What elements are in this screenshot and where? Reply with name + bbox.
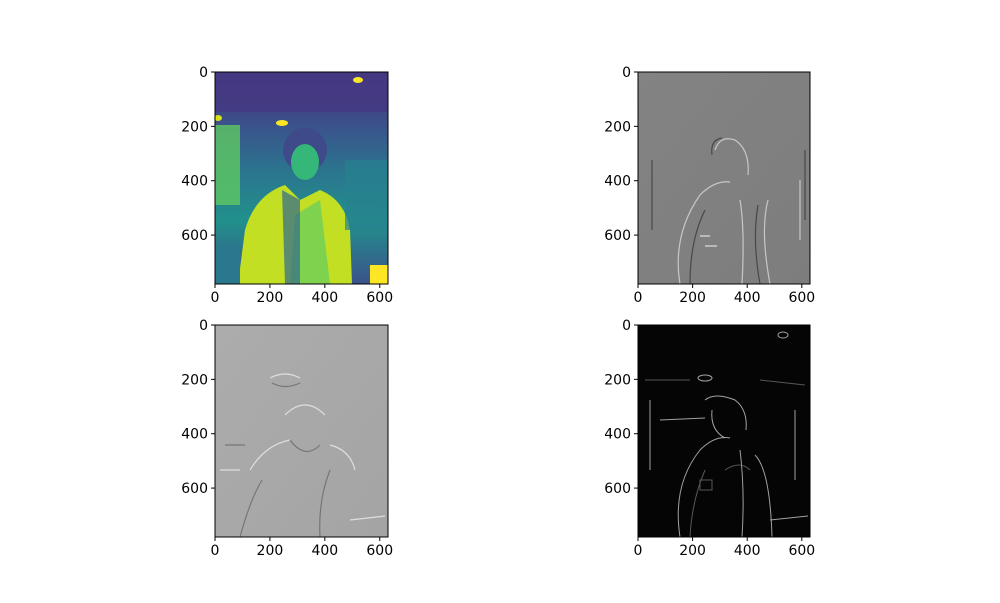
axes-bottom-right: 0 200 400 600 0 200 400 600 (604, 318, 815, 559)
panel-bottom-left (215, 325, 388, 538)
y-tick-label: 400 (604, 174, 631, 190)
gray-gradient-x-image (638, 72, 810, 285)
y-tick-label: 200 (604, 119, 631, 135)
y-tick-label: 400 (181, 427, 208, 443)
x-tick-label: 200 (257, 543, 284, 559)
y-tick-label: 200 (181, 372, 208, 388)
x-tick-label: 0 (634, 543, 643, 559)
x-tick-label: 600 (788, 290, 815, 306)
x-tick-label: 600 (366, 290, 393, 306)
axes-frame (637, 324, 811, 538)
panel-top-left (214, 72, 388, 284)
y-tick-label: 600 (604, 481, 631, 497)
y-tick-label: 0 (622, 318, 631, 334)
x-tick-label: 400 (311, 290, 338, 306)
y-tick-label: 600 (181, 228, 208, 244)
axes-frame (214, 71, 389, 285)
edge-magnitude-image (638, 325, 810, 538)
y-tick-label: 200 (604, 372, 631, 388)
x-tick-label: 200 (679, 290, 706, 306)
axes-bottom-left: 0 200 400 600 0 200 400 600 (181, 318, 393, 559)
x-tick-label: 400 (311, 543, 338, 559)
y-tick-label: 0 (622, 65, 631, 81)
x-tick-label: 200 (679, 543, 706, 559)
x-tick-label: 400 (734, 290, 761, 306)
panel-bottom-right (638, 325, 810, 538)
axes-layer: 0 200 400 600 0 200 400 600 0 200 400 600 0 200 400 600… (181, 65, 815, 559)
y-tick-label: 600 (604, 228, 631, 244)
y-tick-label: 0 (199, 318, 208, 334)
viridis-image (214, 72, 388, 284)
x-tick-label: 0 (634, 290, 643, 306)
x-tick-label: 600 (788, 543, 815, 559)
y-tick-label: 600 (181, 481, 208, 497)
axes-top-right: 0 200 400 600 0 200 400 600 (604, 65, 815, 306)
axes-frame (637, 71, 811, 285)
y-tick-label: 400 (604, 427, 631, 443)
y-tick-label: 0 (199, 65, 208, 81)
x-tick-label: 400 (734, 543, 761, 559)
panel-top-right (638, 72, 810, 285)
y-tick-label: 200 (181, 119, 208, 135)
x-tick-label: 0 (211, 290, 220, 306)
x-tick-label: 0 (211, 543, 220, 559)
y-tick-label: 400 (181, 174, 208, 190)
x-tick-label: 200 (257, 290, 284, 306)
axes-frame (214, 324, 389, 538)
axes-top-left: 0 200 400 600 0 200 400 600 (181, 65, 393, 306)
gray-gradient-y-image (215, 325, 388, 538)
x-tick-label: 600 (366, 543, 393, 559)
